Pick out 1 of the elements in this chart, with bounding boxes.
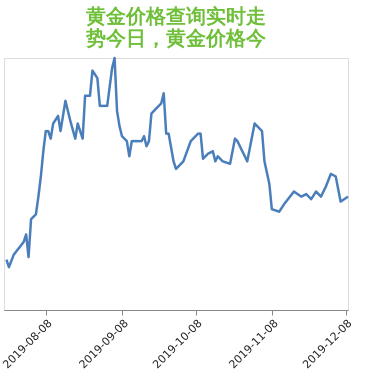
- chart-title: 黄金价格查询实时走势今日，黄金价格今: [85, 4, 266, 50]
